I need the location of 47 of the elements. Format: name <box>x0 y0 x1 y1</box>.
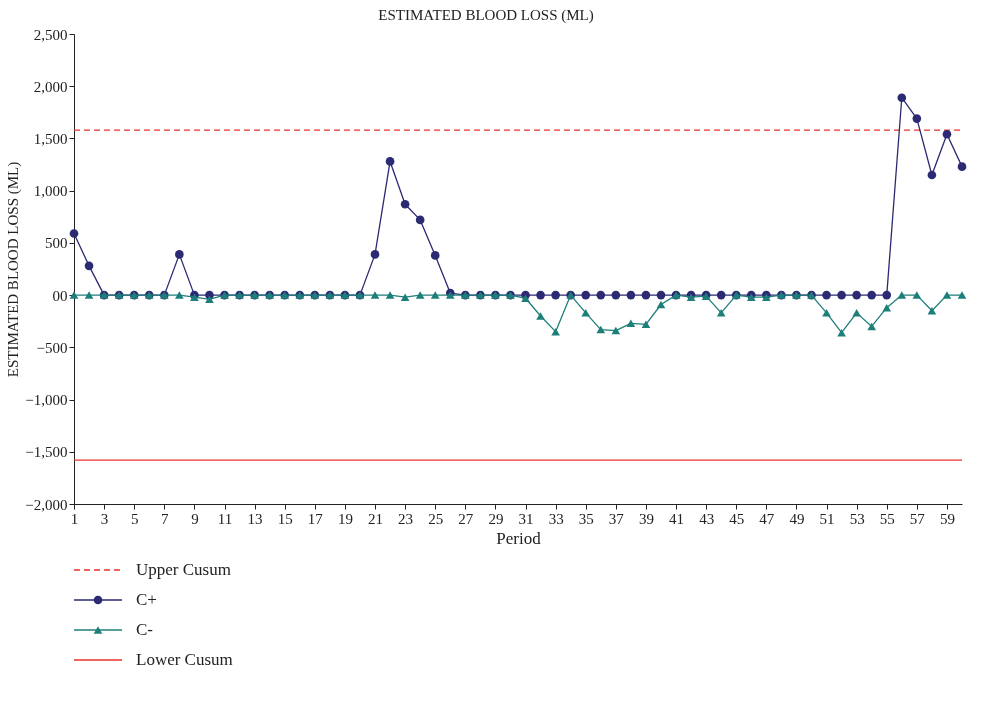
y-tick-label: 2,500 <box>33 26 68 43</box>
x-tick-label: 9 <box>191 510 199 527</box>
x-tick-label: 19 <box>337 510 353 527</box>
legend-label: C+ <box>136 590 157 609</box>
x-axis-title: Period <box>496 528 542 548</box>
x-tick-label: 21 <box>368 510 384 527</box>
x-tick-label: 33 <box>548 510 564 527</box>
y-tick-label: 2,000 <box>33 78 68 95</box>
x-tick-label: 5 <box>130 510 139 527</box>
x-tick-label: 45 <box>729 510 745 527</box>
x-tick-label: 1 <box>70 510 79 527</box>
x-tick-label: 11 <box>217 510 233 527</box>
y-tick-label: −1,000 <box>25 392 68 409</box>
x-tick-label: 35 <box>578 510 594 527</box>
x-tick-label: 43 <box>699 510 715 527</box>
y-tick-label: 500 <box>45 235 68 252</box>
x-tick-label: 7 <box>161 510 170 527</box>
legend-label: Upper Cusum <box>136 560 231 579</box>
x-tick-label: 51 <box>819 510 835 527</box>
chart-title: ESTIMATED BLOOD LOSS (ML) <box>378 7 594 24</box>
y-tick-label: −2,000 <box>25 496 68 513</box>
x-tick-label: 39 <box>638 510 654 527</box>
legend-label: Lower Cusum <box>136 650 233 669</box>
x-tick-label: 23 <box>398 510 414 527</box>
x-tick-label: 55 <box>879 510 895 527</box>
x-tick-label: 47 <box>759 510 775 527</box>
x-tick-label: 57 <box>909 510 926 527</box>
x-tick-label: 49 <box>789 510 805 527</box>
x-tick-label: 3 <box>100 510 109 527</box>
x-tick-label: 37 <box>608 510 625 527</box>
y-tick-label: 1,500 <box>33 130 68 147</box>
x-tick-label: 17 <box>307 510 324 527</box>
x-tick-label: 41 <box>669 510 685 527</box>
x-tick-label: 13 <box>247 510 263 527</box>
legend-label: C- <box>136 620 154 639</box>
x-tick-label: 27 <box>458 510 474 527</box>
y-tick-label: −1,500 <box>25 444 68 461</box>
x-tick-label: 15 <box>277 510 293 527</box>
x-tick-label: 29 <box>488 510 504 527</box>
x-tick-label: 25 <box>428 510 444 527</box>
x-tick-label: 31 <box>518 510 534 527</box>
y-tick-label: 00 <box>52 287 68 304</box>
x-tick-label: 53 <box>849 510 865 527</box>
x-tick-label: 59 <box>939 510 955 527</box>
y-tick-label: −500 <box>36 339 68 356</box>
y-axis-title: ESTIMATED BLOOD LOSS (ML) <box>5 161 23 378</box>
y-tick-label: 1,000 <box>33 183 68 200</box>
